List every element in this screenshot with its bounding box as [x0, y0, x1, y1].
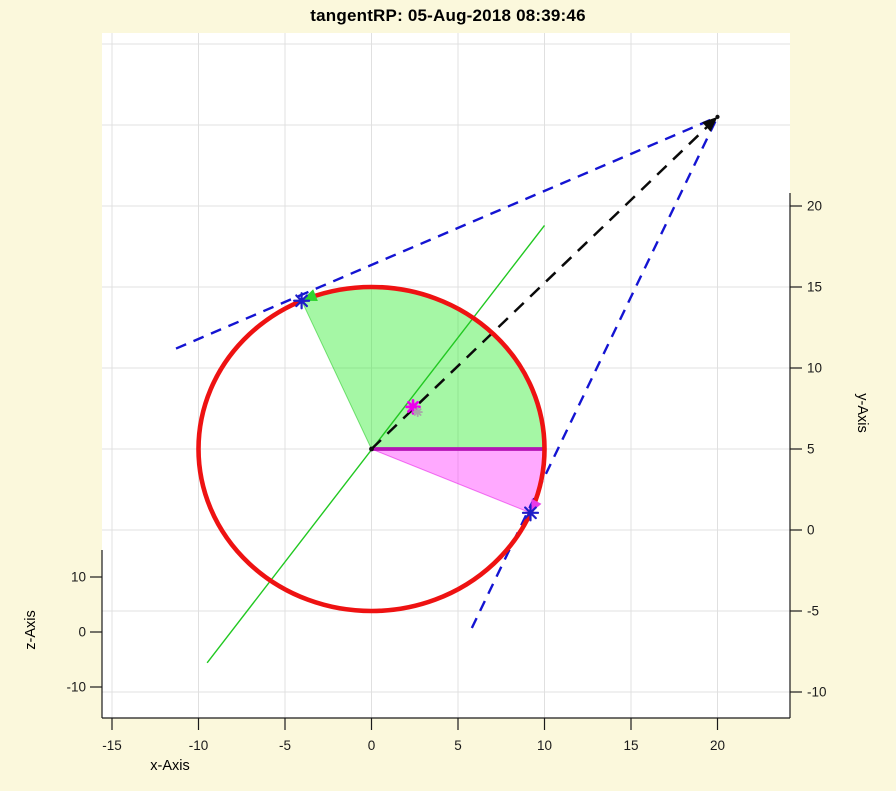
svg-text:0: 0: [807, 523, 815, 538]
svg-text:0: 0: [78, 625, 86, 640]
svg-text:-10: -10: [807, 685, 827, 700]
red-circle: [196, 284, 547, 614]
svg-text:-10: -10: [189, 738, 209, 753]
svg-text:10: 10: [537, 738, 552, 753]
axes-rulers: [90, 193, 802, 730]
markers: [293, 114, 720, 522]
svg-text:-5: -5: [807, 604, 819, 619]
svg-text:-5: -5: [279, 738, 291, 753]
svg-text:20: 20: [710, 738, 725, 753]
lines: [175, 115, 719, 664]
z-axis-label: z-Axis: [23, 610, 39, 650]
y-axis-label: y-Axis: [854, 393, 870, 433]
svg-text:-10: -10: [66, 680, 86, 695]
figure-title: tangentRP: 05-Aug-2018 08:39:46: [310, 6, 586, 25]
svg-text:-15: -15: [102, 738, 122, 753]
x-axis-label: x-Axis: [150, 758, 190, 774]
tick-labels: -15 -10 -5 0 5 10 15 20 -10 -5 0 5 10 15 20 -10 0 10: [66, 199, 826, 754]
svg-text:15: 15: [807, 280, 822, 295]
grid: [102, 33, 790, 718]
external-point-dot: [715, 114, 720, 119]
interior-gray-asterisk: [412, 406, 423, 418]
svg-text:0: 0: [368, 738, 376, 753]
tangent-point-2-asterisk: [521, 504, 540, 522]
black-arrow: [702, 116, 718, 132]
center-to-external-line: [370, 115, 719, 450]
svg-text:10: 10: [807, 361, 822, 376]
svg-text:5: 5: [807, 442, 815, 457]
svg-text:15: 15: [623, 738, 638, 753]
svg-text:10: 10: [71, 570, 86, 585]
svg-text:5: 5: [454, 738, 462, 753]
circle-center-dot: [369, 446, 374, 452]
tangent-line-upper: [175, 115, 718, 350]
tangent-point-1-asterisk: [293, 292, 311, 310]
svg-text:20: 20: [807, 199, 822, 214]
